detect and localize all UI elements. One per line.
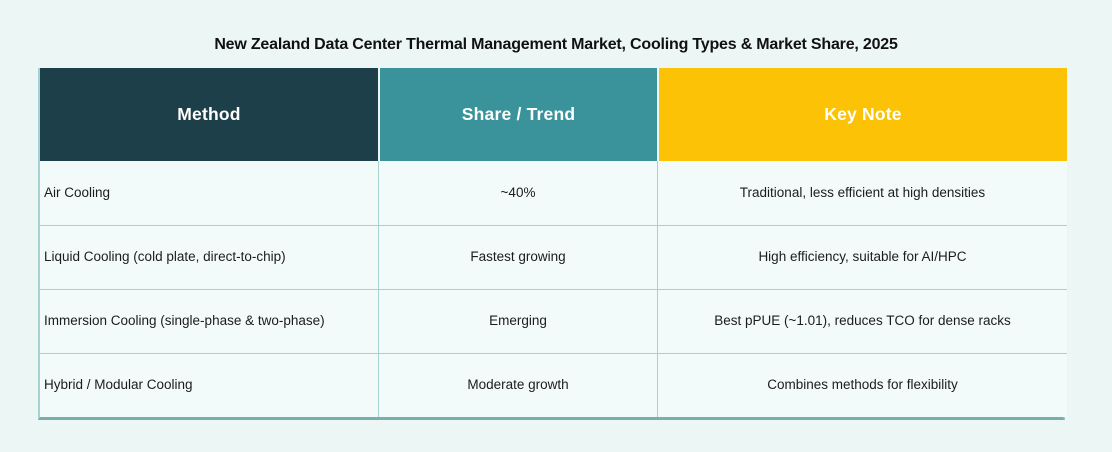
table-cell-share: Emerging [378, 289, 657, 353]
column-header-share-trend: Share / Trend [378, 68, 657, 161]
cooling-types-table: Method Share / Trend Key Note Air Coolin… [38, 68, 1067, 420]
table-cell-note: Combines methods for flexibility [657, 353, 1067, 417]
table-cell-note: Traditional, less efficient at high dens… [657, 161, 1067, 225]
page-title: New Zealand Data Center Thermal Manageme… [214, 36, 898, 53]
table-cell-share: Fastest growing [378, 225, 657, 289]
table-cell-note: High efficiency, suitable for AI/HPC [657, 225, 1067, 289]
table-cell-note: Best pPUE (~1.01), reduces TCO for dense… [657, 289, 1067, 353]
table-cell-method: Liquid Cooling (cold plate, direct-to-ch… [40, 225, 378, 289]
column-header-key-note: Key Note [657, 68, 1067, 161]
table-cell-share: Moderate growth [378, 353, 657, 417]
table-cell-method: Hybrid / Modular Cooling [40, 353, 378, 417]
table-cell-method: Air Cooling [40, 161, 378, 225]
table-cell-share: ~40% [378, 161, 657, 225]
table-cell-method: Immersion Cooling (single-phase & two-ph… [40, 289, 378, 353]
column-header-method: Method [40, 68, 378, 161]
